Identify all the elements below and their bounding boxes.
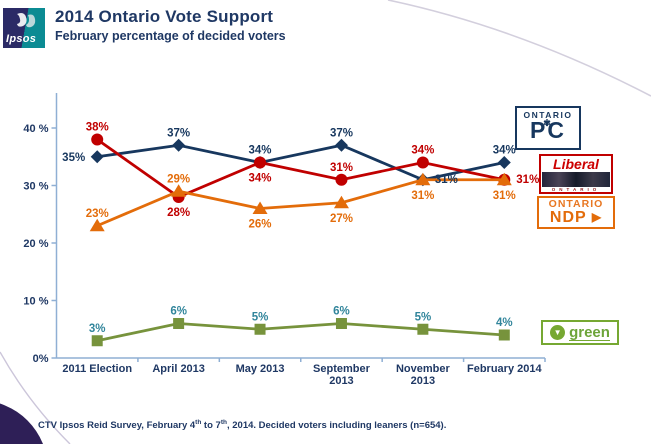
ndp-wordmark: NDP ▶ (549, 208, 603, 226)
svg-text:5%: 5% (415, 311, 432, 323)
svg-text:28%: 28% (167, 207, 190, 219)
svg-text:0%: 0% (33, 353, 49, 365)
axes (51, 93, 546, 362)
svg-text:10 %: 10 % (23, 296, 48, 308)
series-ontario-ndp (89, 172, 512, 232)
legend-ontario-ndp-logo: ONTARIO NDP ▶ (537, 196, 615, 229)
svg-text:31%: 31% (330, 162, 353, 174)
svg-text:2013: 2013 (329, 375, 353, 387)
green-leaf-icon: ▼ (550, 325, 566, 340)
legend-green-party-logo: ▼ green (541, 320, 619, 345)
svg-text:2011 Election: 2011 Election (62, 363, 132, 375)
ndp-triangle-icon: ▶ (591, 209, 603, 224)
data-labels: 35% 37% 34% 37% 31% 34% 38% 28% 34% 31% 34% 31% 23% 2… (62, 122, 539, 335)
header: 2014 Ontario Vote Support February perce… (55, 7, 286, 43)
svg-text:35%: 35% (62, 152, 85, 164)
axis-labels: 0% 10 % 20 % 30 % 40 % 2011 Election April 201… (23, 123, 542, 387)
svg-text:30 %: 30 % (23, 181, 48, 193)
svg-text:40 %: 40 % (23, 123, 48, 135)
ipsos-wordmark: Ipsos (6, 33, 37, 45)
svg-text:4%: 4% (496, 317, 513, 329)
svg-text:6%: 6% (333, 306, 350, 318)
svg-text:31%: 31% (516, 174, 539, 186)
pc-logo-ontario-text: ONTARIO (523, 110, 573, 120)
svg-text:31%: 31% (435, 174, 458, 186)
svg-text:6%: 6% (170, 306, 187, 318)
svg-text:37%: 37% (330, 127, 353, 139)
svg-text:34%: 34% (411, 145, 434, 157)
svg-text:26%: 26% (249, 219, 272, 231)
svg-text:April 2013: April 2013 (152, 363, 205, 375)
svg-text:23%: 23% (86, 208, 109, 220)
svg-text:February 2014: February 2014 (467, 363, 542, 375)
page-title: 2014 Ontario Vote Support (55, 7, 274, 26)
svg-text:37%: 37% (167, 127, 190, 139)
green-wordmark: green (569, 323, 610, 341)
pc-logo-pc-text: ✾ PC (530, 116, 566, 143)
page-subtitle: February percentage of decided voters (55, 29, 286, 43)
legend-ontario-pc-logo: ONTARIO ✾ PC (515, 106, 581, 150)
ipsos-profiles-icon (17, 13, 36, 28)
svg-text:September: September (313, 363, 371, 375)
liberal-ontario-text: ONTARIO (551, 187, 601, 193)
svg-text:20 %: 20 % (23, 238, 48, 250)
svg-text:34%: 34% (493, 145, 516, 157)
svg-text:31%: 31% (411, 190, 434, 202)
liberal-team-photo (542, 172, 610, 188)
trillium-icon: ✾ (543, 117, 553, 128)
ipsos-logo: Ipsos (3, 8, 45, 48)
svg-text:29%: 29% (167, 173, 190, 185)
svg-text:31%: 31% (493, 190, 516, 202)
svg-text:3%: 3% (89, 323, 106, 335)
svg-text:34%: 34% (249, 145, 272, 157)
ndp-logo-ontario-text: ONTARIO (548, 198, 604, 210)
legend-liberal-logo: Liberal ONTARIO (539, 154, 613, 194)
svg-text:27%: 27% (330, 213, 353, 225)
svg-text:5%: 5% (252, 311, 269, 323)
svg-text:November: November (396, 363, 451, 375)
svg-text:38%: 38% (86, 122, 109, 134)
liberal-wordmark: Liberal (553, 156, 599, 172)
series-green (91, 318, 510, 347)
series-liberal (91, 133, 511, 203)
svg-text:May 2013: May 2013 (236, 363, 285, 375)
svg-text:34%: 34% (249, 173, 272, 185)
footnote: CTV Ipsos Reid Survey, February 4th to 7… (38, 419, 447, 432)
svg-text:2013: 2013 (411, 375, 435, 387)
